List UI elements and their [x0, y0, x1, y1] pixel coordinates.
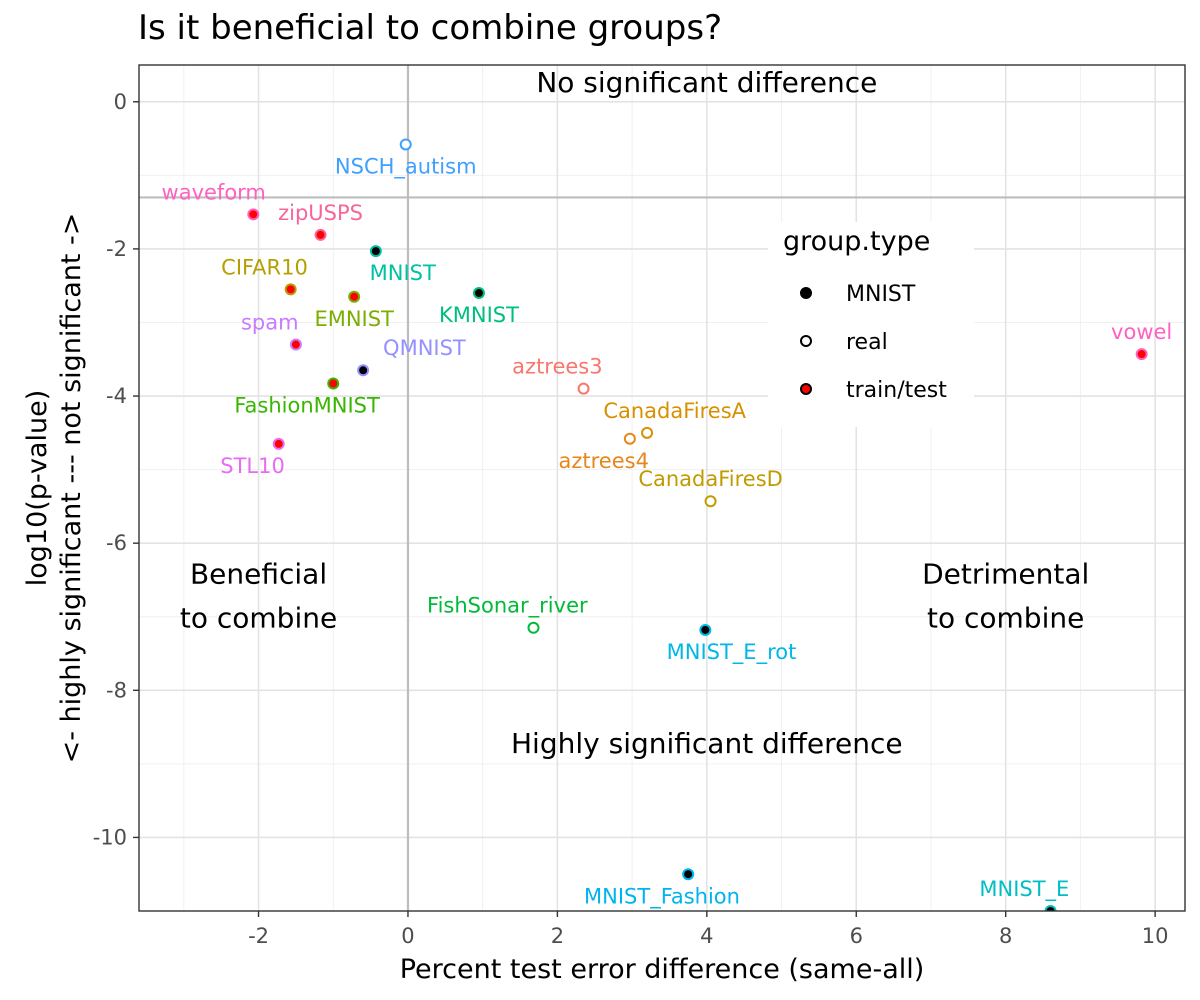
data-point: [247, 208, 260, 221]
data-point: [623, 432, 636, 445]
y-axis: 0 -2 -4 -6 -8 -10: [93, 90, 139, 849]
data-point: [699, 623, 712, 636]
x-tick-label: -2: [248, 924, 269, 948]
point-label: FashionMNIST: [234, 394, 380, 418]
data-point: [314, 228, 327, 241]
legend-title: group.type: [783, 226, 930, 257]
point-label: QMNIST: [383, 336, 466, 360]
reference-lines: [139, 65, 1185, 911]
legend-key: [800, 335, 812, 347]
point-label: spam: [241, 310, 299, 334]
data-point: [704, 495, 717, 508]
annotation: Highly significant difference: [511, 727, 903, 760]
annotation: Detrimental to combine: [922, 558, 1089, 635]
x-axis-label: Percent test error difference (same-all): [400, 954, 925, 985]
legend-key: [800, 287, 812, 299]
data-point: [1135, 348, 1148, 361]
point-label: NSCH_autism: [335, 155, 477, 180]
data-point: [577, 382, 590, 395]
data-point: [272, 437, 285, 450]
data-points: [247, 138, 1148, 911]
data-point: [284, 283, 297, 296]
y-tick-label: -4: [106, 384, 127, 408]
point-label: CanadaFiresA: [603, 399, 746, 423]
chart-title: Is it beneficial to combine groups?: [138, 8, 723, 48]
legend-label: real: [846, 330, 888, 355]
y-tick-label: -6: [106, 531, 127, 555]
point-label: zipUSPS: [278, 201, 363, 225]
legend-key: [800, 383, 812, 395]
y-tick-label: 0: [114, 90, 127, 114]
x-tick-label: 2: [551, 924, 564, 948]
point-label: FishSonar_river: [427, 594, 588, 619]
point-label: EMNIST: [314, 307, 394, 331]
x-tick-label: 0: [401, 924, 414, 948]
point-label: MNIST: [370, 261, 436, 285]
x-tick-label: 6: [850, 924, 863, 948]
data-point: [327, 377, 340, 390]
y-tick-label: -2: [106, 237, 127, 261]
point-label: KMNIST: [439, 303, 519, 327]
plot-panel: [139, 65, 1185, 911]
legend: group.type MNIST real train/test: [768, 222, 974, 427]
data-point: [1044, 905, 1057, 911]
point-label: CIFAR10: [221, 255, 308, 279]
point-label: aztrees4: [558, 449, 648, 473]
x-tick-label: 8: [999, 924, 1012, 948]
point-label: aztrees3: [512, 355, 602, 379]
point-labels: NSCH_autism waveform zipUSPS MNIST CIFAR10 EM…: [162, 155, 1173, 910]
panel-border: [138, 64, 1186, 912]
x-tick-label: 4: [700, 924, 713, 948]
data-point: [289, 338, 302, 351]
point-label: CanadaFiresD: [638, 467, 783, 491]
point-label: vowel: [1111, 320, 1172, 344]
data-point: [472, 287, 485, 300]
y-tick-label: -8: [106, 678, 127, 702]
data-point: [399, 138, 412, 151]
x-tick-label: 10: [1142, 924, 1169, 948]
x-axis: -2 0 2 4 6 8 10: [248, 911, 1168, 948]
region-annotations: No significant difference Highly signific…: [180, 66, 1089, 760]
point-label: MNIST_Fashion: [584, 884, 740, 909]
point-label: waveform: [162, 180, 266, 204]
annotation: Beneficial to combine: [180, 558, 337, 635]
legend-label: train/test: [846, 378, 947, 403]
annotation: No significant difference: [536, 66, 877, 99]
point-label: MNIST_E_rot: [667, 640, 797, 665]
data-point: [682, 868, 695, 881]
data-point: [369, 245, 382, 258]
data-point: [641, 426, 654, 439]
y-axis-label: log10(p-value) <- highly significant --- …: [22, 213, 87, 764]
legend-label: MNIST: [846, 282, 916, 307]
data-point: [527, 621, 540, 634]
point-label: STL10: [220, 454, 285, 478]
point-label: MNIST_E: [979, 877, 1069, 902]
data-point: [357, 364, 370, 377]
data-point: [348, 290, 361, 303]
y-tick-label: -10: [93, 825, 127, 849]
